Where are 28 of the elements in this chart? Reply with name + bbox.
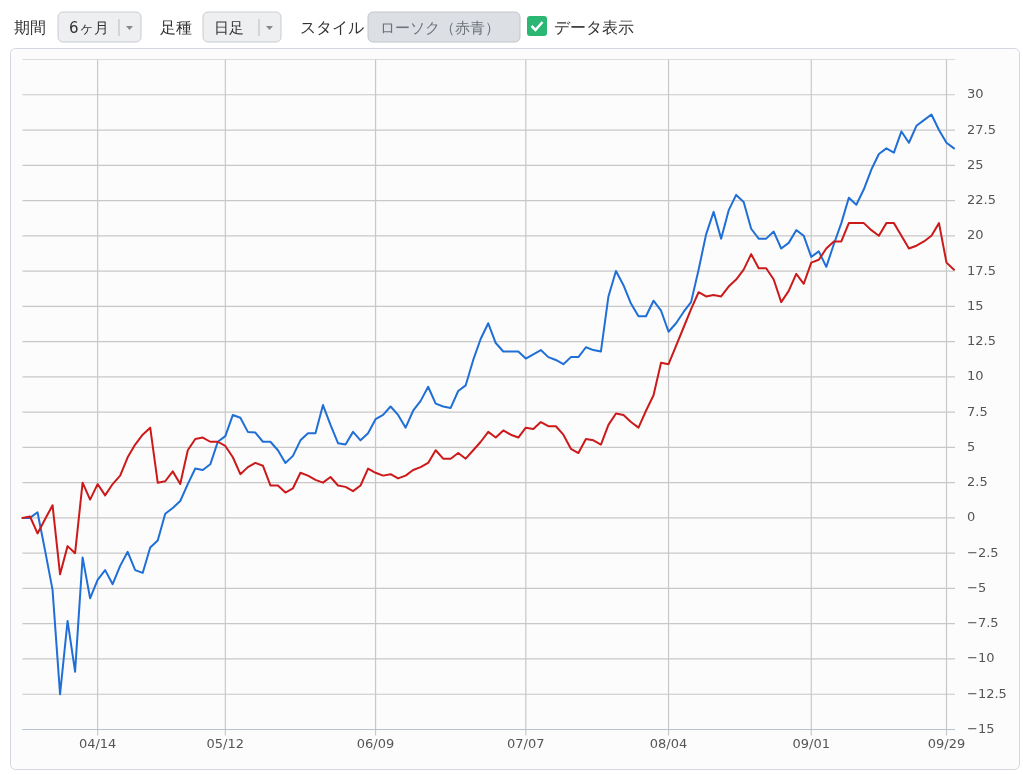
y-tick-label: 20: [967, 227, 984, 243]
header: 期間 6ヶ月 足種 日足 スタイル ローソク（赤青） データ表示: [14, 11, 634, 43]
y-tick-label: 15: [967, 297, 984, 313]
x-tick-label: 04/14: [78, 736, 117, 751]
x-tick-label: 06/09: [356, 736, 395, 751]
x-tick-label: 09/01: [792, 736, 830, 751]
y-tick-label: 0: [967, 509, 976, 525]
x-tick-label: 07/07: [507, 736, 545, 751]
y-tick-label: 10: [967, 368, 984, 384]
y-tick-label: −12.5: [967, 685, 1007, 701]
x-tick-label: 08/04: [649, 736, 688, 751]
y-tick-label: 2.5: [967, 474, 988, 490]
x-tick-label: 05/12: [206, 736, 245, 751]
y-tick-label: 25: [967, 156, 984, 172]
y-tick-label: −5: [967, 579, 987, 595]
x-tick-label: 09/29: [927, 736, 966, 751]
y-tick-label: 17.5: [967, 262, 996, 278]
y-tick-label: −15: [967, 721, 995, 736]
y-tick-label: 22.5: [967, 192, 996, 208]
y-tick-label: −2.5: [967, 544, 999, 560]
y-tick-label: −10: [967, 650, 995, 666]
y-tick-label: 30: [967, 86, 984, 102]
y-tick-label: −7.5: [967, 615, 999, 631]
y-tick-label: 27.5: [967, 121, 996, 137]
y-tick-label: 5: [967, 438, 976, 454]
line-series: [21, 222, 955, 576]
y-tick-label: 7.5: [967, 403, 988, 419]
y-tick-label: 12.5: [967, 333, 996, 349]
